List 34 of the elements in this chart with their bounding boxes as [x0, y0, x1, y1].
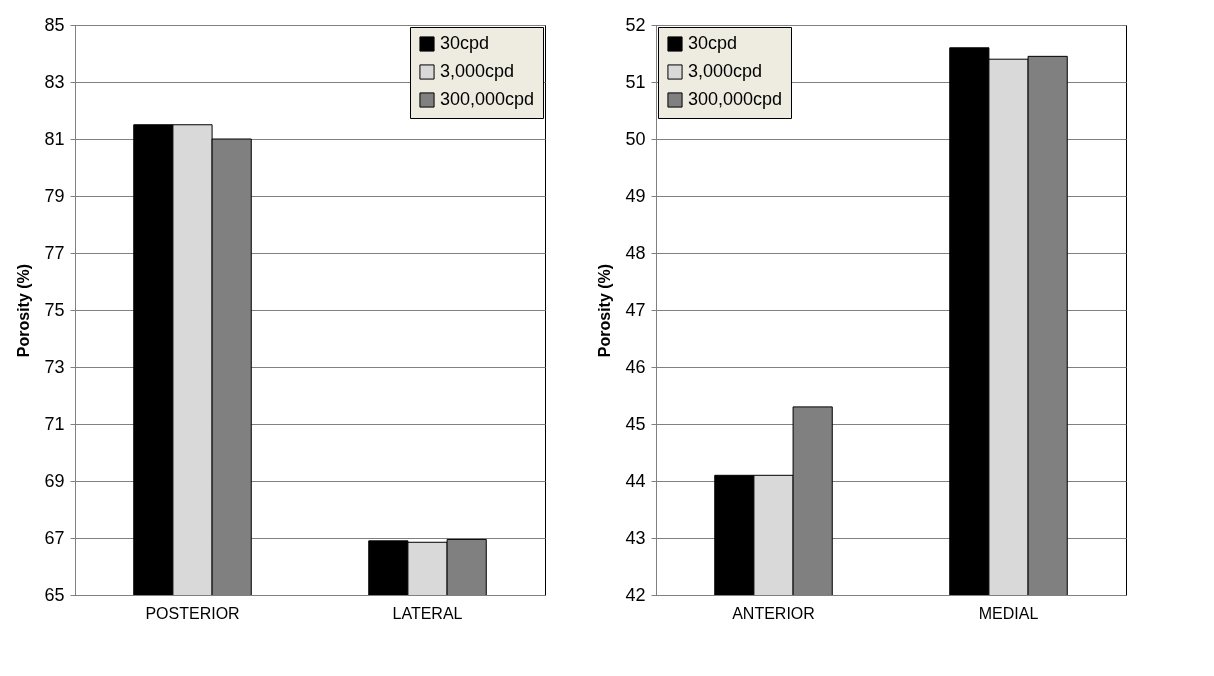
legend-label: 3,000cpd: [688, 61, 763, 81]
y-tick-label: 71: [44, 413, 65, 434]
y-tick-label: 79: [44, 185, 65, 206]
legend-label: 3,000cpd: [440, 61, 515, 81]
y-tick-label: 81: [44, 128, 65, 149]
y-tick-label: 65: [44, 584, 65, 605]
y-axis-title: Porosity (%): [15, 263, 33, 358]
legend-label: 30cpd: [688, 33, 738, 53]
x-tick-label: LATERAL: [392, 604, 463, 622]
x-tick-label: ANTERIOR: [732, 604, 815, 622]
legend-label: 300,000cpd: [440, 89, 535, 109]
y-axis-title: Porosity (%): [596, 263, 614, 358]
y-tick-label: 46: [625, 356, 646, 377]
y-tick-label: 49: [625, 185, 646, 206]
y-tick-label: 47: [625, 299, 646, 320]
y-tick-label: 50: [625, 128, 646, 149]
x-tick-label: POSTERIOR: [145, 604, 240, 622]
legend-label: 30cpd: [440, 33, 490, 53]
y-tick-label: 73: [44, 356, 65, 377]
y-tick-label: 67: [44, 527, 65, 548]
y-tick-label: 42: [625, 584, 646, 605]
y-tick-label: 69: [44, 470, 65, 491]
y-tick-label: 52: [625, 14, 646, 35]
y-tick-label: 43: [625, 527, 646, 548]
y-tick-label: 45: [625, 413, 646, 434]
y-tick-label: 51: [625, 71, 646, 92]
y-tick-label: 44: [625, 470, 646, 491]
y-tick-label: 77: [44, 242, 65, 263]
y-tick-label: 83: [44, 71, 65, 92]
x-tick-label: MEDIAL: [978, 604, 1039, 622]
y-tick-label: 85: [44, 14, 65, 35]
y-tick-label: 48: [625, 242, 646, 263]
legend-label: 300,000cpd: [688, 89, 783, 109]
y-tick-label: 75: [44, 299, 65, 320]
